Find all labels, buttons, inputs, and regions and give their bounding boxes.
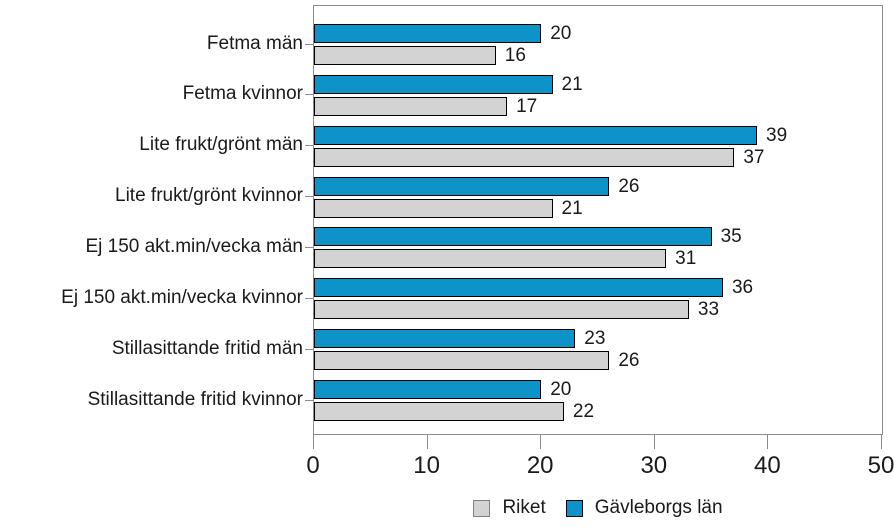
category-label: Fetma män <box>206 32 303 54</box>
bar-row: 22 <box>314 401 595 423</box>
bar-gavleborgs-lan <box>314 74 553 94</box>
plot-area: 20 16 21 17 39 37 26 21 35 31 36 33 23 26 20 22 <box>313 5 883 435</box>
bar-row: 20 <box>314 24 571 43</box>
category-tick <box>305 94 313 96</box>
bar-value-label: 23 <box>584 328 606 350</box>
x-axis-tick <box>653 435 655 449</box>
category-label: Ej 150 akt.min/vecka män <box>85 235 303 257</box>
x-axis-tick-label: 20 <box>526 452 554 479</box>
bar-value-label: 36 <box>731 277 754 299</box>
bar-row: 33 <box>314 299 753 321</box>
bar-group: 39 37 <box>314 124 788 168</box>
bar-riket <box>314 351 610 371</box>
bar-row: 37 <box>314 146 787 168</box>
bar-gavleborgs-lan <box>314 278 723 298</box>
bar-group: 20 16 <box>314 24 571 65</box>
bar-gavleborgs-lan <box>314 227 712 247</box>
bar-group: 21 17 <box>314 73 583 117</box>
bar-row: 21 <box>314 73 583 95</box>
bar-value-label: 17 <box>516 95 538 117</box>
bar-value-label: 21 <box>561 73 583 95</box>
x-axis-tick-label: 0 <box>306 452 320 479</box>
bar-value-label: 33 <box>697 299 720 321</box>
bar-group: 23 26 <box>314 328 640 372</box>
bar-value-label: 31 <box>675 248 697 270</box>
bar-riket <box>314 147 735 167</box>
bar-riket <box>314 402 564 422</box>
bar-value-label: 20 <box>550 23 572 44</box>
category-tick <box>305 196 313 198</box>
bar-row: 31 <box>314 248 742 270</box>
bar-riket <box>314 300 689 320</box>
bar-gavleborgs-lan <box>314 125 758 145</box>
bar-value-label: 39 <box>766 124 788 146</box>
x-axis-tick <box>540 435 542 449</box>
bar-riket <box>314 198 553 218</box>
legend-item-gavleborgs-lan: Gävleborgs län <box>565 497 723 519</box>
legend-item-riket: Riket <box>473 497 546 519</box>
legend-label: Riket <box>502 497 546 518</box>
bar-riket <box>314 249 667 269</box>
category-label: Stillasittande fritid kvinnor <box>87 388 303 410</box>
bar-group: 20 22 <box>314 379 595 423</box>
bar-row: 21 <box>314 197 640 219</box>
bar-group: 26 21 <box>314 175 640 219</box>
category-label: Fetma kvinnor <box>182 83 303 105</box>
legend-label: Gävleborgs län <box>594 497 723 518</box>
category-axis: Fetma män Fetma kvinnor Lite frukt/grönt m… <box>0 0 303 531</box>
bar-gavleborgs-lan <box>314 329 576 349</box>
bar-row: 26 <box>314 175 640 197</box>
legend: Riket Gävleborgs län <box>313 497 883 519</box>
riket-color-swatch <box>473 499 491 517</box>
bar-group: 35 31 <box>314 226 742 270</box>
bar-riket <box>314 96 508 116</box>
x-axis-tick-label: 30 <box>640 452 668 479</box>
bar-value-label: 16 <box>504 45 526 66</box>
category-tick <box>305 348 313 350</box>
bar-value-label: 26 <box>618 350 640 372</box>
bar-row: 36 <box>314 277 754 299</box>
bar-gavleborgs-lan <box>314 380 542 400</box>
bar-row: 26 <box>314 350 640 372</box>
x-axis-tick <box>767 435 769 449</box>
category-label: Lite frukt/grönt män <box>139 134 303 156</box>
category-label: Lite frukt/grönt kvinnor <box>115 185 303 207</box>
category-tick <box>305 297 313 299</box>
bar-riket <box>314 46 496 65</box>
bar-value-label: 20 <box>550 379 572 401</box>
category-tick <box>305 145 313 147</box>
category-tick <box>305 246 313 248</box>
category-tick <box>305 399 313 401</box>
x-axis-tick-label: 50 <box>867 452 894 479</box>
bar-row: 17 <box>314 95 583 117</box>
bar-row: 39 <box>314 124 788 146</box>
category-label: Stillasittande fritid män <box>111 337 303 359</box>
x-axis-tick-label: 10 <box>413 452 440 479</box>
bar-value-label: 37 <box>743 146 765 168</box>
x-axis-tick <box>881 435 882 449</box>
category-label: Ej 150 akt.min/vecka kvinnor <box>61 286 303 308</box>
bar-gavleborgs-lan <box>314 176 610 196</box>
bar-row: 23 <box>314 328 640 350</box>
bar-value-label: 22 <box>572 401 595 423</box>
category-tick <box>305 43 313 45</box>
bar-gavleborgs-lan <box>314 24 542 43</box>
gavleborgs-lan-color-swatch <box>565 499 583 517</box>
x-axis-tick <box>313 435 314 449</box>
x-axis-tick-label: 40 <box>754 452 781 479</box>
bar-row: 16 <box>314 46 571 65</box>
bar-group: 36 33 <box>314 277 754 321</box>
bar-value-label: 26 <box>618 175 640 197</box>
bar-row: 35 <box>314 226 742 248</box>
bar-row: 20 <box>314 379 594 401</box>
bar-value-label: 35 <box>720 226 742 248</box>
x-axis-tick <box>426 435 428 449</box>
bar-value-label: 21 <box>561 197 583 219</box>
